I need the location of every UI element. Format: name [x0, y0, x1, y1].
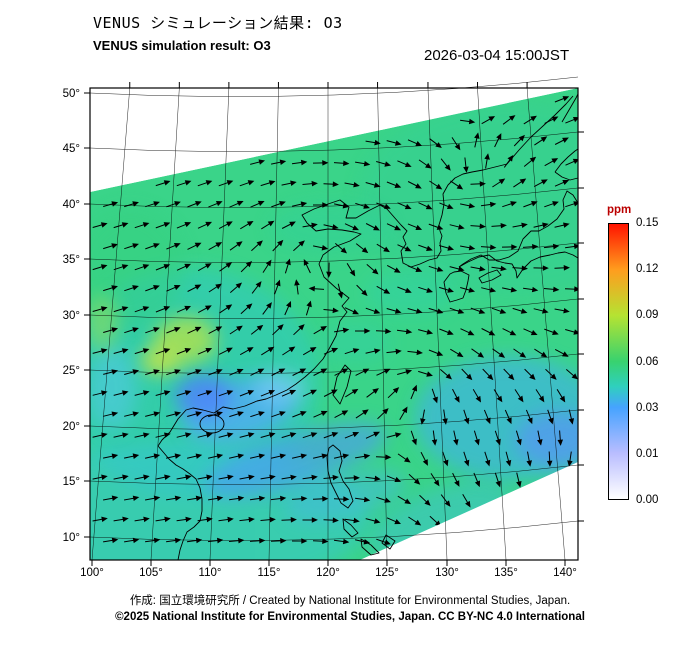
x-axis-tick-label: 130°: [435, 567, 459, 579]
y-axis-tick-label: 20°: [63, 421, 80, 433]
y-axis-tick-label: 10°: [63, 532, 80, 544]
title-japanese: VENUS シミュレーション結果: O3: [93, 14, 343, 32]
y-axis-tick-label: 40°: [63, 199, 80, 211]
map-plot: 50° 45° 40° 35° 30° 25° 20° 15° 10° 100° 105° 110° 1…: [54, 76, 614, 588]
colorbar-unit-label: ppm: [607, 204, 632, 216]
colorbar-tick-label: 0.12: [636, 263, 659, 276]
axis-labels: 50° 45° 40° 35° 30° 25° 20° 15° 10° 100° 105° 110° 1…: [63, 88, 577, 579]
colorbar: [608, 223, 629, 500]
y-axis-tick-label: 50°: [63, 88, 80, 100]
colorbar-tick-label: 0.15: [636, 217, 659, 229]
x-axis-tick-label: 135°: [494, 567, 518, 579]
timestamp: 2026-03-04 15:00JST: [424, 47, 570, 64]
x-axis-tick-label: 100°: [80, 567, 104, 579]
x-axis-tick-label: 120°: [316, 567, 340, 579]
x-axis-tick-label: 115°: [258, 567, 281, 579]
colorbar-tick-label: 0.09: [636, 309, 659, 322]
wind-vectors: [92, 96, 578, 545]
y-axis-tick-label: 35°: [63, 254, 80, 266]
y-axis-tick-label: 15°: [63, 476, 80, 488]
colorbar-tick-label: 0.03: [636, 401, 659, 414]
plot-frame: [89, 87, 579, 561]
colorbar-tick-label: 0.06: [636, 355, 659, 368]
coastlines: [157, 93, 579, 561]
license-line: ©2025 National Institute for Environment…: [115, 611, 585, 623]
colorbar-tick-label: 0.00: [636, 494, 659, 507]
y-axis-tick-label: 45°: [63, 143, 80, 155]
x-axis-tick-label: 105°: [139, 567, 163, 579]
credit-line: 作成: 国立環境研究所 / Created by National Instit…: [129, 595, 571, 607]
x-axis-tick-label: 140°: [553, 567, 577, 579]
colorbar-tick-labels: 0.15 0.12 0.09 0.06 0.03 0.01 0.00: [636, 217, 686, 506]
y-axis-tick-label: 30°: [63, 310, 80, 322]
title-english: VENUS simulation result: O3: [93, 38, 271, 53]
y-axis-tick-label: 25°: [63, 365, 80, 377]
x-axis-tick-label: 125°: [375, 567, 399, 579]
map-svg: 50° 45° 40° 35° 30° 25° 20° 15° 10° 100° 105° 110° 1…: [63, 76, 584, 579]
x-axis-tick-label: 110°: [199, 567, 222, 579]
axis-ticks: [84, 82, 584, 566]
colorbar-tick-label: 0.01: [636, 447, 659, 460]
graticule: [89, 76, 579, 561]
